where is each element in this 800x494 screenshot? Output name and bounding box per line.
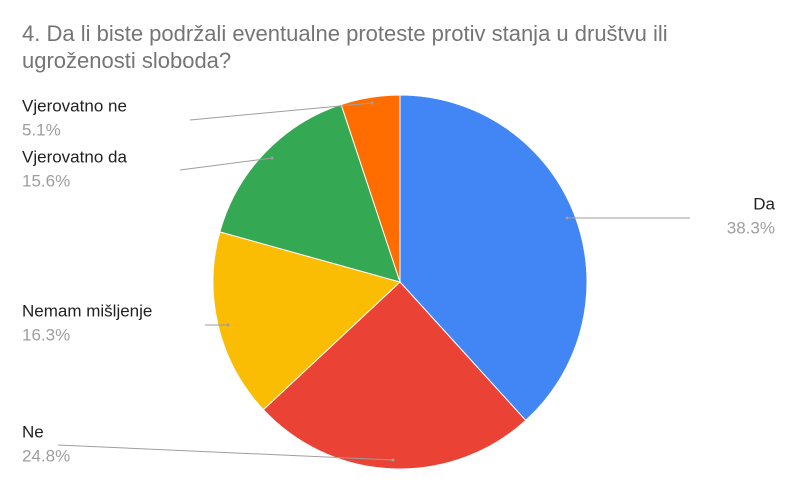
slice-value-label: 38.3% [727, 218, 775, 237]
pie-slice [212, 231, 401, 411]
leader-dot [270, 156, 274, 160]
slice-value-label: 15.6% [22, 171, 70, 190]
leader-dot [565, 216, 569, 220]
slice-value-label: 5.1% [22, 120, 61, 139]
slice-value-label: 24.8% [22, 446, 70, 465]
slice-label: Da [753, 194, 775, 213]
leader-dot [226, 323, 230, 327]
pie-slice [399, 94, 588, 422]
slice-label: Nemam mišljenje [22, 301, 152, 320]
leader-dot [391, 458, 395, 462]
pie-slice [340, 94, 401, 283]
chart-title: 4. Da li biste podržali eventualne prote… [22, 21, 668, 73]
leader-line [57, 444, 394, 461]
pie-slice [219, 103, 401, 283]
pie-slice [262, 281, 527, 470]
slice-label: Vjerovatno da [22, 147, 127, 166]
leader-dot [370, 101, 374, 105]
slice-label: Ne [22, 422, 44, 441]
leader-line [189, 102, 373, 121]
leader-line [179, 157, 273, 171]
slice-label: Vjerovatno ne [22, 96, 127, 115]
slice-value-label: 16.3% [22, 325, 70, 344]
